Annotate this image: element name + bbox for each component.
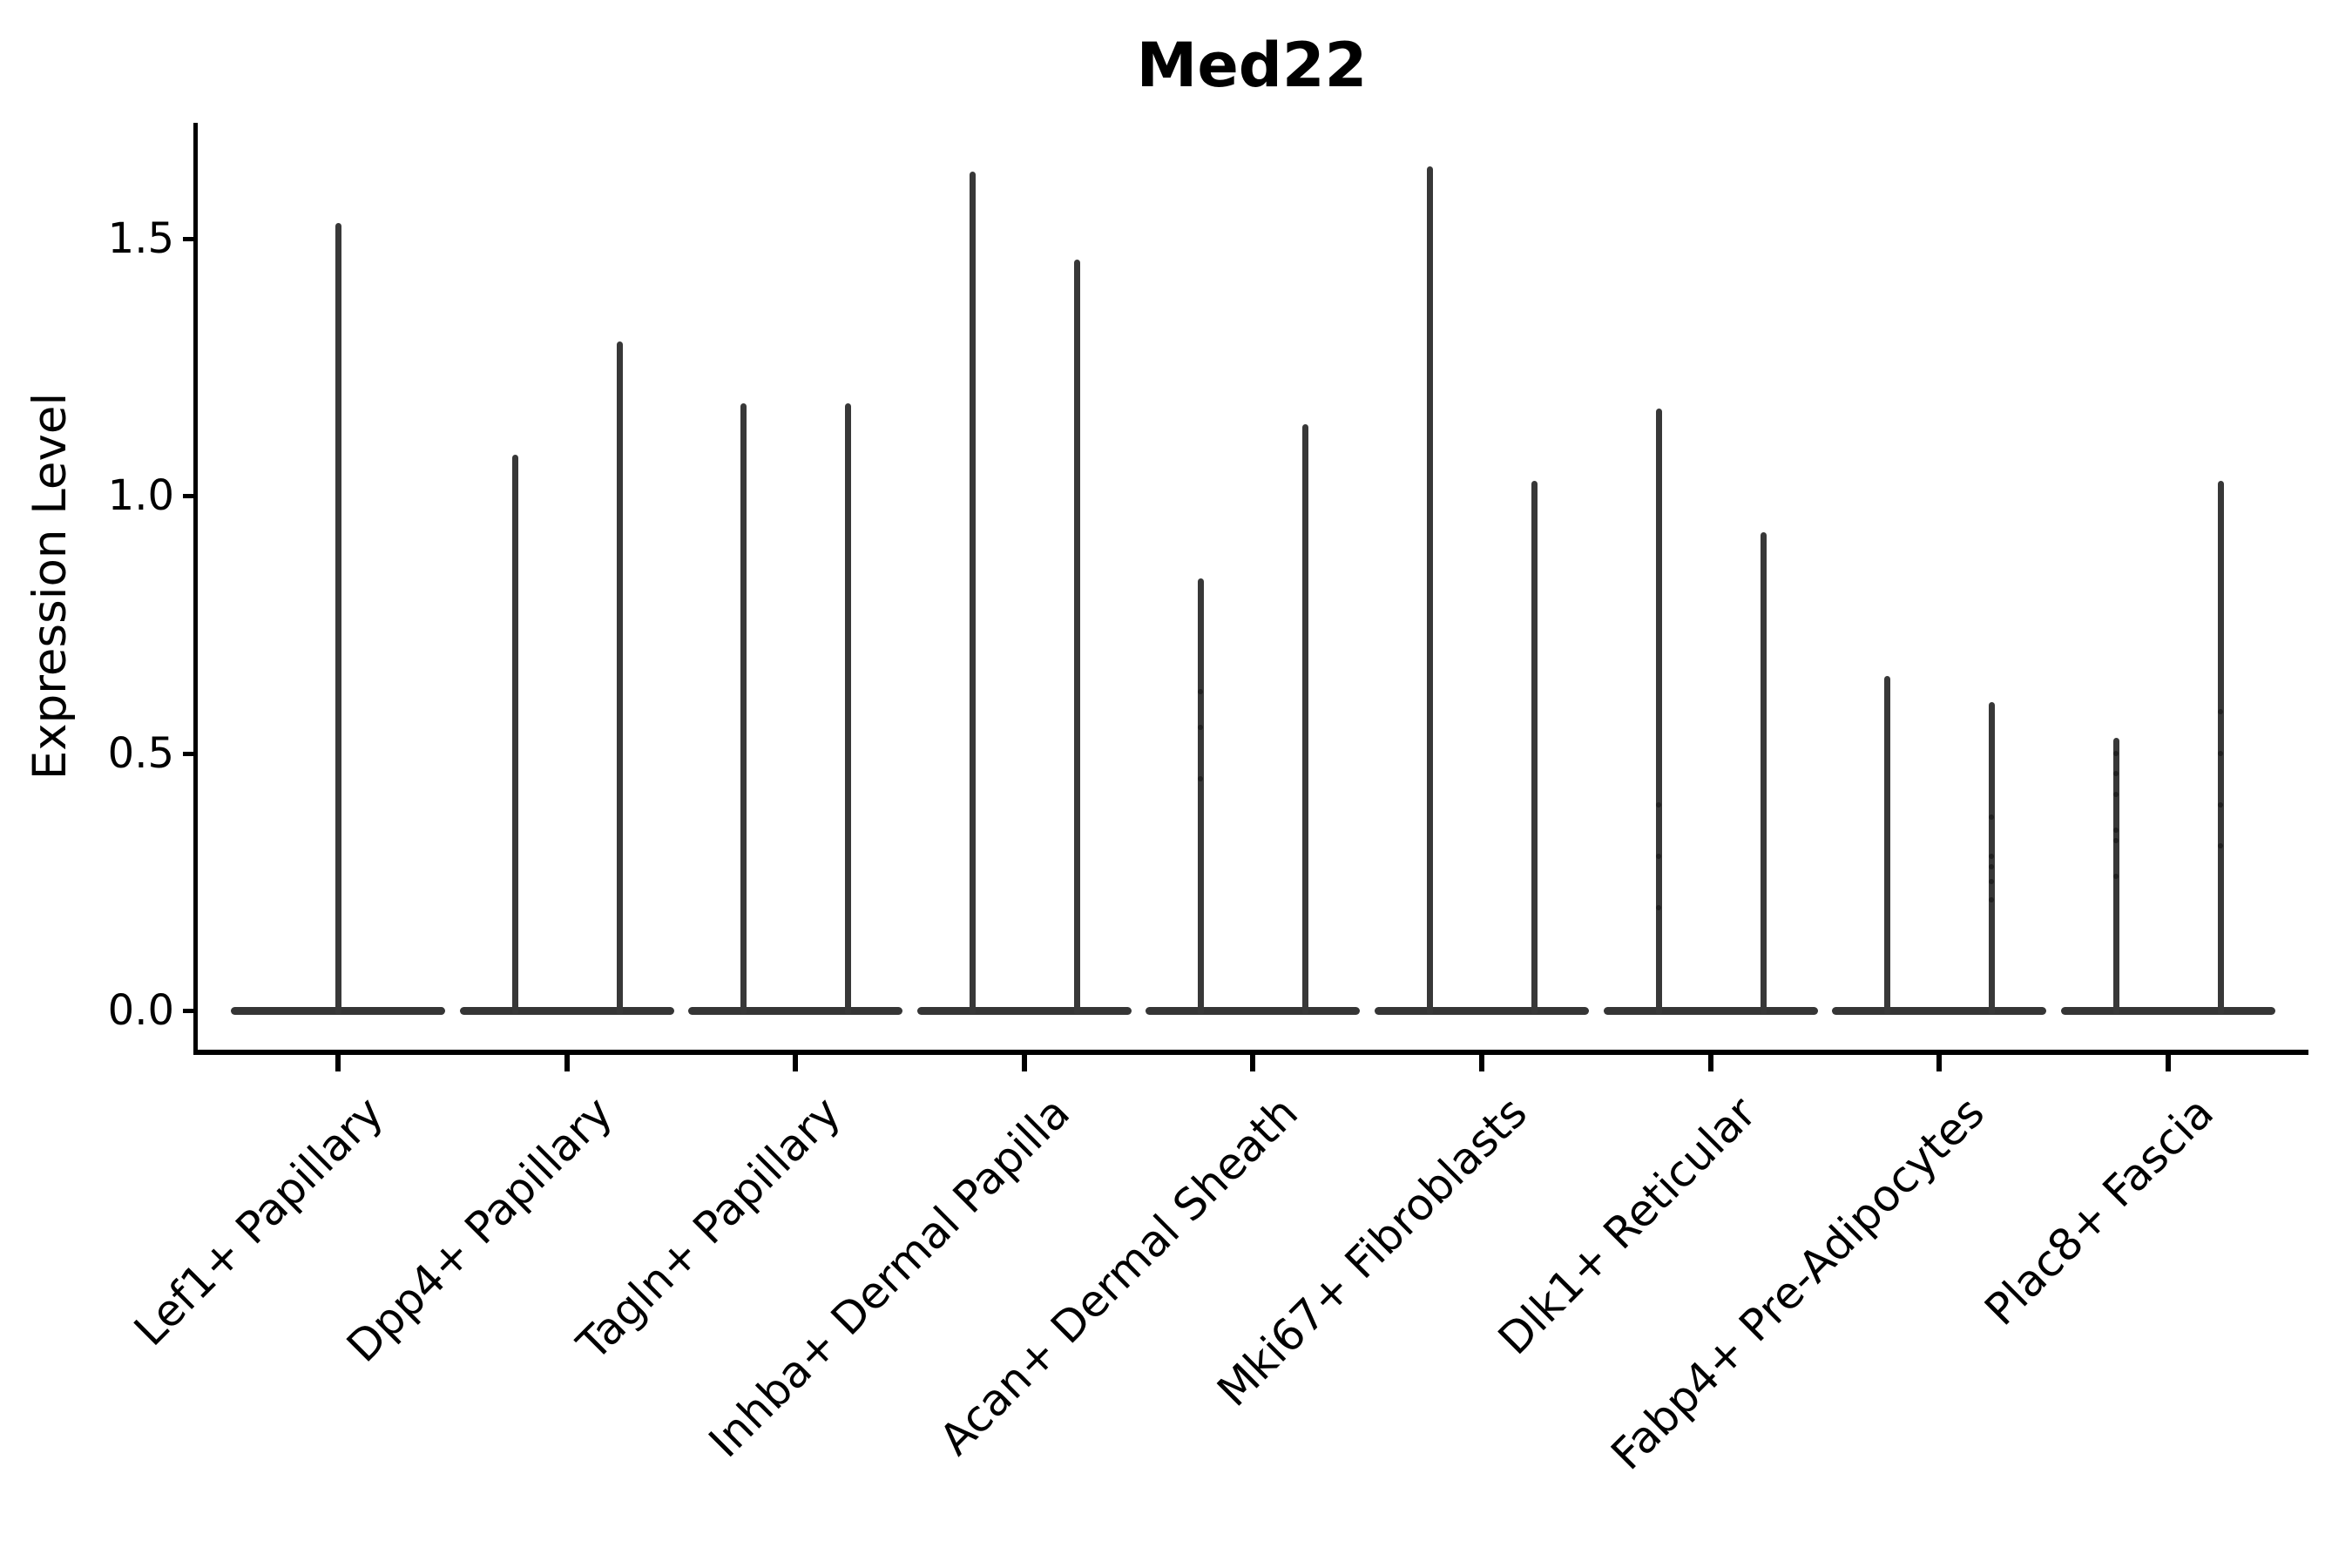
x-axis-spine	[193, 1050, 2308, 1055]
x-tick-label: Inhba+ Dermal Papilla	[699, 1087, 1079, 1468]
jitter-dot	[1989, 814, 1995, 821]
jitter-dot	[1198, 725, 1204, 731]
jitter-dot	[2112, 828, 2119, 834]
violin-spike	[1073, 259, 1080, 1014]
violin-spike	[511, 455, 518, 1014]
x-tick-label: Tagln+ Papillary	[567, 1087, 851, 1370]
x-tick-label: Mki67+ Fibroblasts	[1207, 1087, 1538, 1416]
x-tick-mark	[564, 1055, 570, 1071]
violin-base	[1603, 1007, 1818, 1015]
x-tick-label: Fabp4+ Pre-Adipocytes	[1601, 1087, 1995, 1480]
x-tick-label: Dlk1+ Reticular	[1488, 1087, 1766, 1365]
jitter-dot	[2112, 874, 2119, 880]
violin-spike	[1655, 408, 1662, 1014]
violin-base	[916, 1007, 1132, 1015]
x-tick-label: Dpp4+ Papillary	[336, 1087, 622, 1372]
violin-spike	[1531, 480, 1538, 1014]
violin-base	[1832, 1007, 2047, 1015]
y-tick-label: 1.5	[107, 213, 174, 263]
jitter-dot	[1989, 853, 1995, 859]
violin-base	[688, 1007, 903, 1015]
jitter-dot	[2217, 709, 2223, 715]
jitter-dot	[1655, 801, 1661, 808]
y-tick-label: 1.0	[107, 471, 174, 521]
violin-spike	[969, 172, 976, 1014]
jitter-dot	[2112, 838, 2119, 844]
jitter-dot	[2217, 842, 2223, 848]
violin-spike	[1760, 531, 1767, 1014]
jitter-dot	[1989, 896, 1995, 902]
y-tick-label: 0.5	[107, 728, 174, 778]
violin-spike	[2217, 480, 2224, 1014]
x-tick-mark	[1250, 1055, 1256, 1071]
violin-base	[2060, 1007, 2275, 1015]
x-tick-mark	[1936, 1055, 1943, 1071]
x-tick-mark	[1021, 1055, 1027, 1071]
violin-spike	[616, 341, 623, 1014]
jitter-dot	[1198, 688, 1204, 694]
violin-spike	[1427, 166, 1433, 1014]
y-tick-mark	[183, 751, 198, 756]
violin-base	[1375, 1007, 1589, 1015]
jitter-dot	[1655, 904, 1661, 910]
y-tick-label: 0.0	[107, 986, 174, 1035]
jitter-dot	[2112, 750, 2119, 756]
jitter-dot	[2217, 801, 2223, 808]
jitter-dot	[2217, 750, 2223, 756]
y-tick-mark	[183, 236, 198, 241]
jitter-dot	[1198, 776, 1204, 782]
violin-spike	[1302, 423, 1309, 1014]
x-tick-mark	[335, 1055, 341, 1071]
violin-spike	[1884, 676, 1891, 1014]
violin-spike	[845, 402, 852, 1014]
jitter-dot	[1655, 853, 1661, 859]
violin-spike	[335, 223, 341, 1014]
x-tick-mark	[2165, 1055, 2171, 1071]
plot-title: Med22	[1136, 30, 1368, 101]
y-tick-mark	[183, 1009, 198, 1013]
x-tick-mark	[793, 1055, 799, 1071]
x-tick-label: Acan+ Dermal Sheath	[929, 1087, 1308, 1465]
violin-base	[1146, 1007, 1361, 1015]
violin-base	[459, 1007, 674, 1015]
x-tick-mark	[1479, 1055, 1484, 1071]
violin-spike	[740, 402, 747, 1014]
x-tick-mark	[1707, 1055, 1713, 1071]
jitter-dot	[1989, 879, 1995, 885]
jitter-dot	[2112, 771, 2119, 777]
jitter-dot	[1989, 863, 1995, 869]
x-tick-label: Plac8+ Fascia	[1975, 1087, 2223, 1335]
jitter-dot	[2112, 791, 2119, 797]
y-axis-spine	[193, 123, 198, 1052]
y-tick-mark	[183, 494, 198, 499]
violin-spike	[1198, 578, 1205, 1014]
